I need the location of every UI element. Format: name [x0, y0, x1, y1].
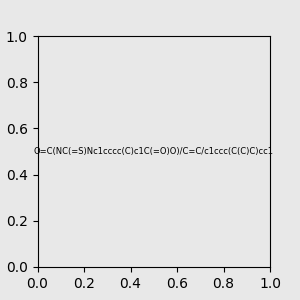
Text: O=C(NC(=S)Nc1cccc(C)c1C(=O)O)/C=C/c1ccc(C(C)C)cc1: O=C(NC(=S)Nc1cccc(C)c1C(=O)O)/C=C/c1ccc(…: [34, 147, 274, 156]
